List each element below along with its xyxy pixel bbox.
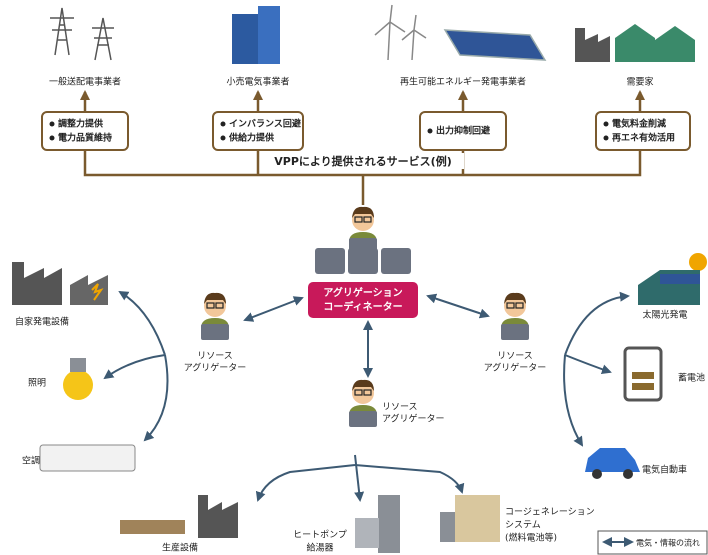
resource-label: 給湯器 xyxy=(306,542,333,554)
pylon-icons xyxy=(50,8,114,60)
resource-label: システム xyxy=(505,520,541,531)
stakeholder-label: 小売電気事業者 xyxy=(226,76,289,88)
stakeholder-label: 再生可能エネルギー発電事業者 xyxy=(400,76,526,88)
resource-label: 太陽光発電 xyxy=(642,309,687,321)
legend: 電気・情報の流れ xyxy=(598,531,707,554)
resource-label: 蓄電池 xyxy=(678,372,705,384)
vpp-diagram: 一般送配電事業者 小売電気事業者 再生可能エネルギー発電事業者 需要家 調整力提… xyxy=(0,0,708,555)
aggregator-label: アグリゲーター xyxy=(484,362,547,374)
resource-label: 生産設備 xyxy=(162,542,198,554)
resource-label: 空調 xyxy=(22,455,40,467)
coordinator-label: コーディネーター xyxy=(323,300,402,313)
bottom-resources: ヒートポンプ 給湯器 コージェネレーション システム (燃料電池等) xyxy=(293,495,595,554)
stakeholder-labels: 一般送配電事業者 小売電気事業者 再生可能エネルギー発電事業者 需要家 xyxy=(49,76,654,88)
service-item: 電気料金削減 xyxy=(612,118,666,130)
service-item: 再エネ有効活用 xyxy=(612,132,675,144)
service-item: 電力品質維持 xyxy=(58,132,112,144)
consumer-icons xyxy=(575,24,695,62)
service-item: インバランス回避 xyxy=(229,118,302,130)
stakeholder-label: 需要家 xyxy=(626,76,653,88)
resource-label: 電気自動車 xyxy=(642,464,687,476)
banner: VPPにより提供されるサービス(例) xyxy=(274,154,451,168)
service-item: 出力抑制回避 xyxy=(436,125,491,137)
service-connectors xyxy=(85,92,640,205)
resource-label: (燃料電池等) xyxy=(505,532,557,544)
right-resources: 太陽光発電 蓄電池 電気自動車 xyxy=(585,253,707,479)
renewable-icons xyxy=(375,5,545,60)
service-item: 供給力提供 xyxy=(228,132,274,144)
aggregator-label: リソース xyxy=(497,352,533,362)
aggregator-label: アグリゲーター xyxy=(184,362,247,374)
aggregator-label: アグリゲーター xyxy=(382,413,445,425)
resource-label: コージェネレーション xyxy=(505,507,595,518)
coordinator: アグリゲーション コーディネーター xyxy=(308,207,418,318)
service-item: 調整力提供 xyxy=(58,118,103,130)
aggregator-label: リソース xyxy=(197,352,233,362)
coordinator-label: アグリゲーション xyxy=(323,286,402,299)
resource-label: ヒートポンプ xyxy=(293,530,347,541)
service-boxes: 調整力提供 電力品質維持 インバランス回避 供給力提供 出力抑制回避 電気料金削… xyxy=(42,112,690,150)
resource-label: 自家発電設備 xyxy=(15,316,69,328)
stakeholder-label: 一般送配電事業者 xyxy=(49,76,121,88)
legend-label: 電気・情報の流れ xyxy=(636,538,700,548)
building-icon xyxy=(232,6,280,64)
resource-label: 照明 xyxy=(28,378,46,389)
aggregator-label: リソース xyxy=(382,403,418,413)
